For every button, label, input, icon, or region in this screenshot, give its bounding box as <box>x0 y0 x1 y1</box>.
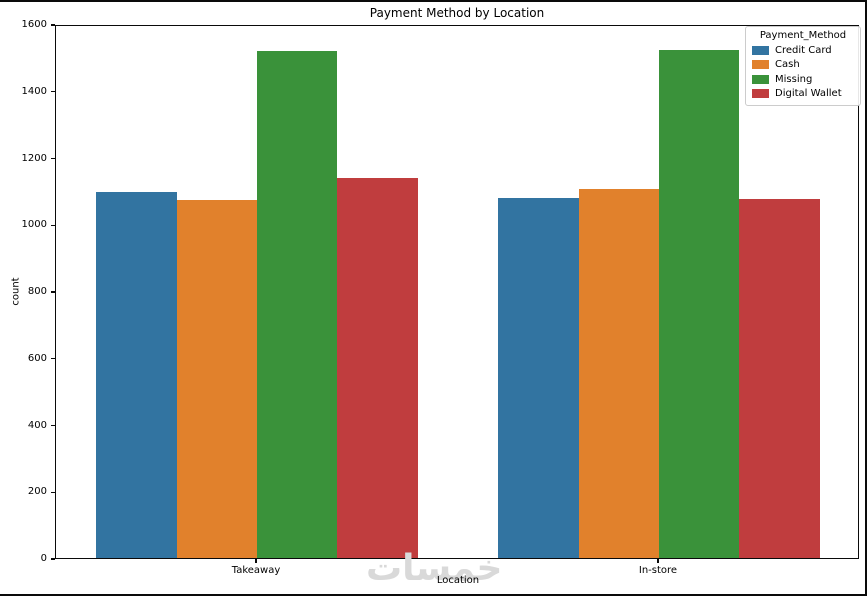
legend-item-credit-card: Credit Card <box>752 43 854 58</box>
watermark: خمسات <box>366 548 503 589</box>
legend-item-label: Cash <box>775 59 800 71</box>
chart-title: Payment Method by Location <box>369 6 545 20</box>
legend-item-cash: Cash <box>752 58 854 73</box>
bar-in-store-digital-wallet <box>739 198 820 558</box>
legend-swatch-credit-card <box>752 45 769 55</box>
y-tick-label: 0 <box>40 553 47 564</box>
bar-takeaway-digital-wallet <box>337 178 418 558</box>
legend-item-missing: Missing <box>752 72 854 87</box>
x-tick-label-in-store: In-store <box>638 565 678 576</box>
legend-swatch-digital-wallet <box>752 89 769 99</box>
y-tick-label: 400 <box>27 419 47 431</box>
y-tick-mark <box>51 24 55 26</box>
y-tick-mark <box>51 358 55 360</box>
legend-item-label: Digital Wallet <box>775 88 842 100</box>
bar-takeaway-cash <box>176 200 257 558</box>
y-tick-label: 1600 <box>21 19 47 30</box>
bar-in-store-missing <box>659 49 740 558</box>
legend-items: Credit Card Cash Missing Digital Wallet <box>752 43 854 101</box>
plot-area <box>55 25 859 559</box>
y-tick-label: 600 <box>27 352 47 364</box>
y-tick-mark <box>51 291 55 293</box>
bar-in-store-credit-card <box>498 197 579 558</box>
y-tick-label: 1400 <box>21 85 47 97</box>
y-tick-mark <box>51 424 55 427</box>
y-tick-label: 200 <box>27 486 47 498</box>
x-tick-mark <box>255 559 257 563</box>
legend-item-digital-wallet: Digital Wallet <box>752 87 854 102</box>
legend: Payment_Method Credit Card Cash Missing Dig… <box>745 26 861 106</box>
legend-title: Payment_Method <box>759 30 847 41</box>
y-tick-label: 1000 <box>21 219 47 231</box>
x-tick-mark <box>657 559 659 563</box>
y-tick-mark <box>51 491 55 493</box>
legend-swatch-missing <box>752 74 769 84</box>
legend-swatch-cash <box>752 60 769 70</box>
y-tick-mark <box>51 157 55 160</box>
bar-takeaway-credit-card <box>96 191 177 558</box>
y-tick-mark <box>51 558 55 560</box>
bar-takeaway-missing <box>257 51 338 558</box>
y-tick-mark <box>51 224 55 226</box>
legend-item-label: Credit Card <box>775 44 832 56</box>
bar-in-store-cash <box>578 189 659 558</box>
x-axis-label: Location <box>436 575 480 586</box>
y-tick-label: 1200 <box>21 152 47 164</box>
y-tick-label: 800 <box>27 286 47 297</box>
x-tick-label-takeaway: Takeaway <box>231 565 281 576</box>
y-tick-mark <box>51 91 55 93</box>
legend-item-label: Missing <box>775 73 813 85</box>
